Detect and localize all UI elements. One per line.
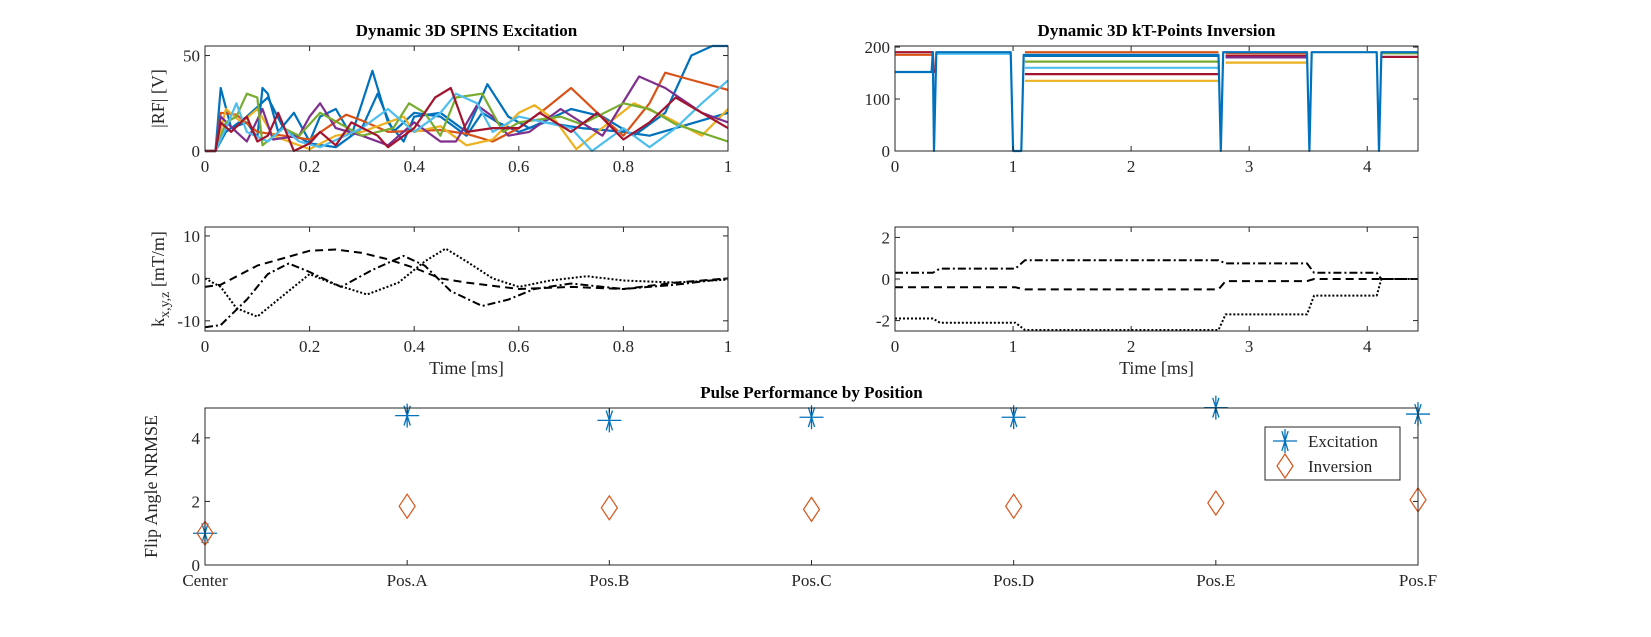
x-tick-label: Center <box>182 571 228 590</box>
inversion-point <box>398 493 416 520</box>
x-axis-label: Time [ms] <box>429 358 504 378</box>
legend: Excitation Inversion <box>1264 426 1401 481</box>
inversion-point <box>1004 493 1023 520</box>
chart-title: Dynamic 3D SPINS Excitation <box>356 21 578 40</box>
y-tick-label: 0 <box>882 270 891 289</box>
axes-rf-kt: 0 1 2 3 4 0 100 200 Dynamic 3D kT-Points Inversi… <box>865 21 1419 176</box>
legend-box <box>1264 426 1401 481</box>
series-line-6 <box>205 79 728 153</box>
excitation-point <box>395 403 420 428</box>
x-tick-label: 1 <box>1009 157 1018 176</box>
series-line-1 <box>205 254 728 329</box>
x-tick-label: 0.4 <box>404 157 426 176</box>
chart-title: Dynamic 3D kT-Points Inversion <box>1038 21 1276 40</box>
axes-rf-spins: 0 0.2 0.4 0.6 0.8 1 0 50 Dynamic 3D SPINS Excita… <box>148 21 732 176</box>
y-tick-label: 0 <box>192 142 201 161</box>
y-tick-label: 0 <box>192 269 201 288</box>
inversion-point <box>600 494 619 521</box>
x-tick-label: 0.2 <box>299 157 320 176</box>
legend-diamond-icon <box>1276 452 1294 480</box>
axes-performance: Center Pos.A Pos.B Pos.C Pos.D Pos.E Pos.F 0 2 4 P… <box>141 383 1437 590</box>
x-tick-label: 0.4 <box>404 337 426 356</box>
x-tick-label: 1 <box>1009 337 1018 356</box>
x-tick-label: 4 <box>1363 157 1372 176</box>
x-tick-label: 3 <box>1245 337 1254 356</box>
inversion-point <box>802 496 821 523</box>
x-tick-label: 0.8 <box>613 337 634 356</box>
series-line-2 <box>895 278 1418 331</box>
x-tick-label: Pos.F <box>1399 571 1437 590</box>
x-tick-label: 3 <box>1245 157 1254 176</box>
x-tick-label: 0 <box>201 337 210 356</box>
y-axis-label: |RF| [V] <box>148 69 168 128</box>
y-tick-label: 2 <box>192 492 201 511</box>
chart-title: Pulse Performance by Position <box>700 383 923 402</box>
x-tick-label: 0.6 <box>508 157 529 176</box>
x-tick-label: 0.6 <box>508 337 529 356</box>
x-axis-label: Time [ms] <box>1119 358 1194 378</box>
x-tick-label: Pos.B <box>589 571 629 590</box>
y-axis-label: Flip Angle NRMSE <box>141 415 161 558</box>
y-tick-label: 2 <box>882 228 891 247</box>
y-tick-label: -2 <box>876 312 890 331</box>
y-tick-label: 100 <box>865 90 891 109</box>
x-tick-label: Pos.E <box>1196 571 1235 590</box>
y-tick-label: 0 <box>882 142 891 161</box>
x-tick-label: 2 <box>1127 157 1136 176</box>
x-tick-label: 0 <box>891 157 900 176</box>
legend-label: Inversion <box>1308 457 1373 476</box>
x-tick-label: 2 <box>1127 337 1136 356</box>
y-tick-label: 10 <box>183 227 200 246</box>
series-line-1 <box>895 278 1418 291</box>
axes-frame <box>204 45 729 152</box>
y-axis-label: kx,y,z [mT/m] <box>148 231 173 327</box>
axes-frame <box>894 45 1419 152</box>
y-tick-label: 50 <box>183 47 200 66</box>
x-tick-label: Pos.C <box>791 571 831 590</box>
axes-frame <box>204 226 729 332</box>
legend-label: Excitation <box>1308 432 1378 451</box>
x-tick-label: Pos.D <box>993 571 1034 590</box>
series-line-7 <box>205 86 728 153</box>
series-line-2 <box>205 71 728 153</box>
x-tick-label: 0 <box>891 337 900 356</box>
inversion-point <box>1207 489 1225 517</box>
series-line-0 <box>205 248 728 290</box>
series-line-0 <box>895 259 1418 280</box>
excitation-point <box>597 408 622 433</box>
y-tick-label: 0 <box>192 556 201 575</box>
x-tick-label: 1 <box>724 157 733 176</box>
x-tick-label: 0 <box>201 157 210 176</box>
x-tick-label: 0.8 <box>613 157 634 176</box>
y-tick-label: -10 <box>177 312 200 331</box>
x-tick-label: 4 <box>1363 337 1372 356</box>
y-tick-label: 200 <box>865 38 891 57</box>
axes-frame <box>204 407 1419 566</box>
y-tick-label: 4 <box>192 429 201 448</box>
x-tick-label: 1 <box>724 337 733 356</box>
x-tick-label: Pos.A <box>387 571 429 590</box>
series-line-1 <box>205 92 728 153</box>
legend-asterisk-icon <box>1273 429 1297 453</box>
x-tick-label: 0.2 <box>299 337 320 356</box>
